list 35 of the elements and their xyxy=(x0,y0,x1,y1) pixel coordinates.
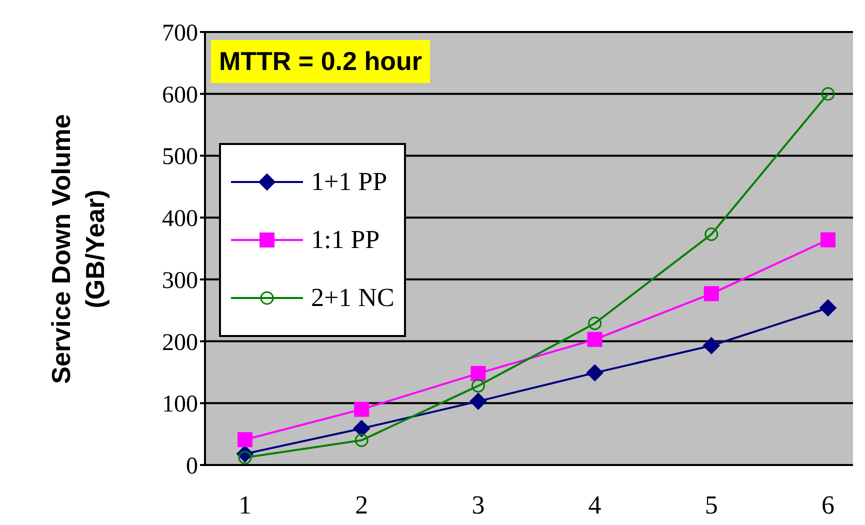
point xyxy=(354,402,370,417)
x-tick-label: 6 xyxy=(822,490,834,520)
point xyxy=(588,316,602,330)
y-tick-label: 700 xyxy=(162,20,198,47)
y-tick-label: 300 xyxy=(162,268,198,294)
point xyxy=(704,286,719,302)
point xyxy=(353,420,370,438)
point xyxy=(587,332,602,347)
annotation: MTTR = 0.2 hour xyxy=(211,40,430,83)
y-tick-label: 600 xyxy=(162,82,198,108)
point xyxy=(586,364,604,382)
x-tick-label: 2 xyxy=(355,490,368,520)
point xyxy=(354,434,368,448)
x-tick-label: 3 xyxy=(472,490,485,520)
x-tick-label: 1 xyxy=(238,490,252,520)
point xyxy=(820,232,836,248)
legend-label: 2+1 NC xyxy=(311,283,394,313)
y-axis-title: Service Down Volume (GB/Year) xyxy=(45,112,111,386)
y-tick-label: 100 xyxy=(162,392,198,418)
point xyxy=(820,299,836,316)
point xyxy=(704,228,718,242)
point xyxy=(471,379,485,393)
point xyxy=(238,432,252,448)
point xyxy=(702,337,720,354)
y-tick-label: 400 xyxy=(162,206,198,232)
legend-label: 1:1 PP xyxy=(311,225,380,255)
point xyxy=(821,87,835,101)
y-tick-label: 500 xyxy=(162,144,198,170)
x-tick-label: 5 xyxy=(704,490,718,520)
y-tick-label: 200 xyxy=(162,330,198,356)
point xyxy=(470,392,487,410)
legend-label: 1+1 PP xyxy=(311,167,388,197)
point xyxy=(470,366,486,381)
x-tick-label: 4 xyxy=(588,490,602,520)
y-tick-label: 0 xyxy=(186,454,198,480)
